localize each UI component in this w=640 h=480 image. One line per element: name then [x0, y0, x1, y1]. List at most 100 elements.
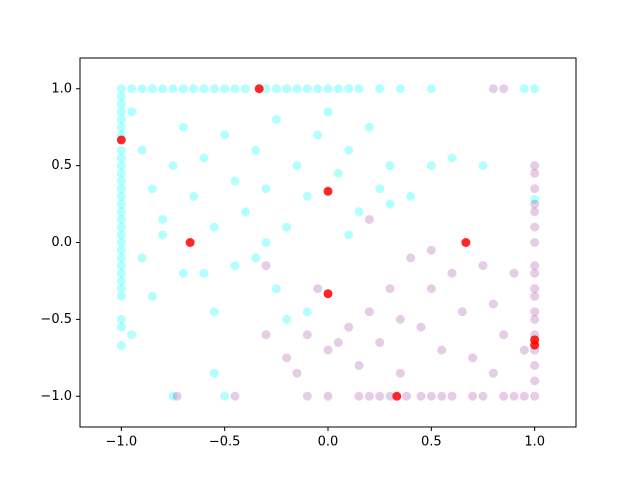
point — [406, 191, 416, 201]
point — [116, 341, 126, 351]
point — [116, 291, 126, 301]
point — [116, 322, 126, 332]
point — [137, 145, 147, 155]
point — [261, 184, 271, 194]
point — [116, 176, 126, 186]
point — [530, 268, 540, 278]
point — [302, 191, 312, 201]
point — [530, 184, 540, 194]
point — [261, 261, 271, 271]
point — [230, 391, 240, 401]
point — [519, 345, 529, 355]
point — [313, 84, 323, 94]
point — [478, 161, 488, 171]
point — [488, 84, 498, 94]
point — [199, 268, 209, 278]
point — [530, 194, 540, 204]
point — [333, 84, 343, 94]
point — [220, 130, 230, 140]
point — [209, 84, 219, 94]
point — [292, 84, 302, 94]
point — [426, 161, 436, 171]
point — [261, 330, 271, 340]
point — [364, 214, 374, 224]
point — [116, 214, 126, 224]
point — [323, 289, 333, 299]
point — [168, 161, 178, 171]
point — [302, 84, 312, 94]
point — [313, 284, 323, 294]
point — [530, 84, 540, 94]
point — [116, 184, 126, 194]
point — [282, 353, 292, 363]
point — [395, 84, 405, 94]
point — [530, 207, 540, 217]
point — [220, 391, 230, 401]
point — [344, 145, 354, 155]
point — [530, 291, 540, 301]
point — [385, 199, 395, 209]
point — [416, 322, 426, 332]
point — [323, 345, 333, 355]
point — [116, 84, 126, 94]
point — [127, 107, 137, 117]
point — [178, 268, 188, 278]
point — [158, 84, 168, 94]
point — [375, 184, 385, 194]
point — [385, 284, 395, 294]
point — [344, 230, 354, 240]
point — [185, 238, 195, 247]
point — [292, 161, 302, 171]
point — [519, 391, 529, 401]
point — [437, 391, 447, 401]
point — [385, 391, 395, 401]
point — [519, 84, 529, 94]
point — [261, 84, 271, 94]
point — [168, 391, 178, 401]
point — [251, 253, 261, 263]
point — [116, 253, 126, 263]
point — [447, 268, 457, 278]
point — [530, 335, 540, 345]
point — [116, 122, 126, 132]
point — [457, 307, 467, 317]
point — [220, 84, 230, 94]
point — [147, 84, 157, 94]
point — [282, 314, 292, 324]
point — [116, 199, 126, 209]
point — [364, 122, 374, 132]
point — [116, 207, 126, 217]
x-tick-label: −1.0 — [106, 435, 138, 450]
point — [488, 299, 498, 309]
point — [416, 391, 426, 401]
point — [354, 84, 364, 94]
point — [364, 391, 374, 401]
x-tick-label: −0.5 — [209, 435, 241, 450]
point — [116, 245, 126, 255]
point — [530, 314, 540, 324]
point — [323, 107, 333, 117]
point — [375, 84, 385, 94]
y-tick-label: 0.0 — [51, 235, 72, 250]
point — [499, 391, 509, 401]
point — [230, 176, 240, 186]
point — [251, 145, 261, 155]
point — [426, 391, 436, 401]
point — [189, 191, 199, 201]
point — [302, 307, 312, 317]
point — [116, 191, 126, 201]
point — [385, 161, 395, 171]
point — [240, 207, 250, 217]
point — [447, 153, 457, 163]
x-tick-label: 1.0 — [524, 435, 545, 450]
point — [116, 314, 126, 324]
x-tick-label: 0.5 — [421, 435, 442, 450]
point — [468, 391, 478, 401]
point — [354, 361, 364, 370]
point — [344, 84, 354, 94]
point — [116, 107, 126, 117]
point — [323, 84, 333, 94]
point — [344, 322, 354, 332]
point — [292, 368, 302, 378]
